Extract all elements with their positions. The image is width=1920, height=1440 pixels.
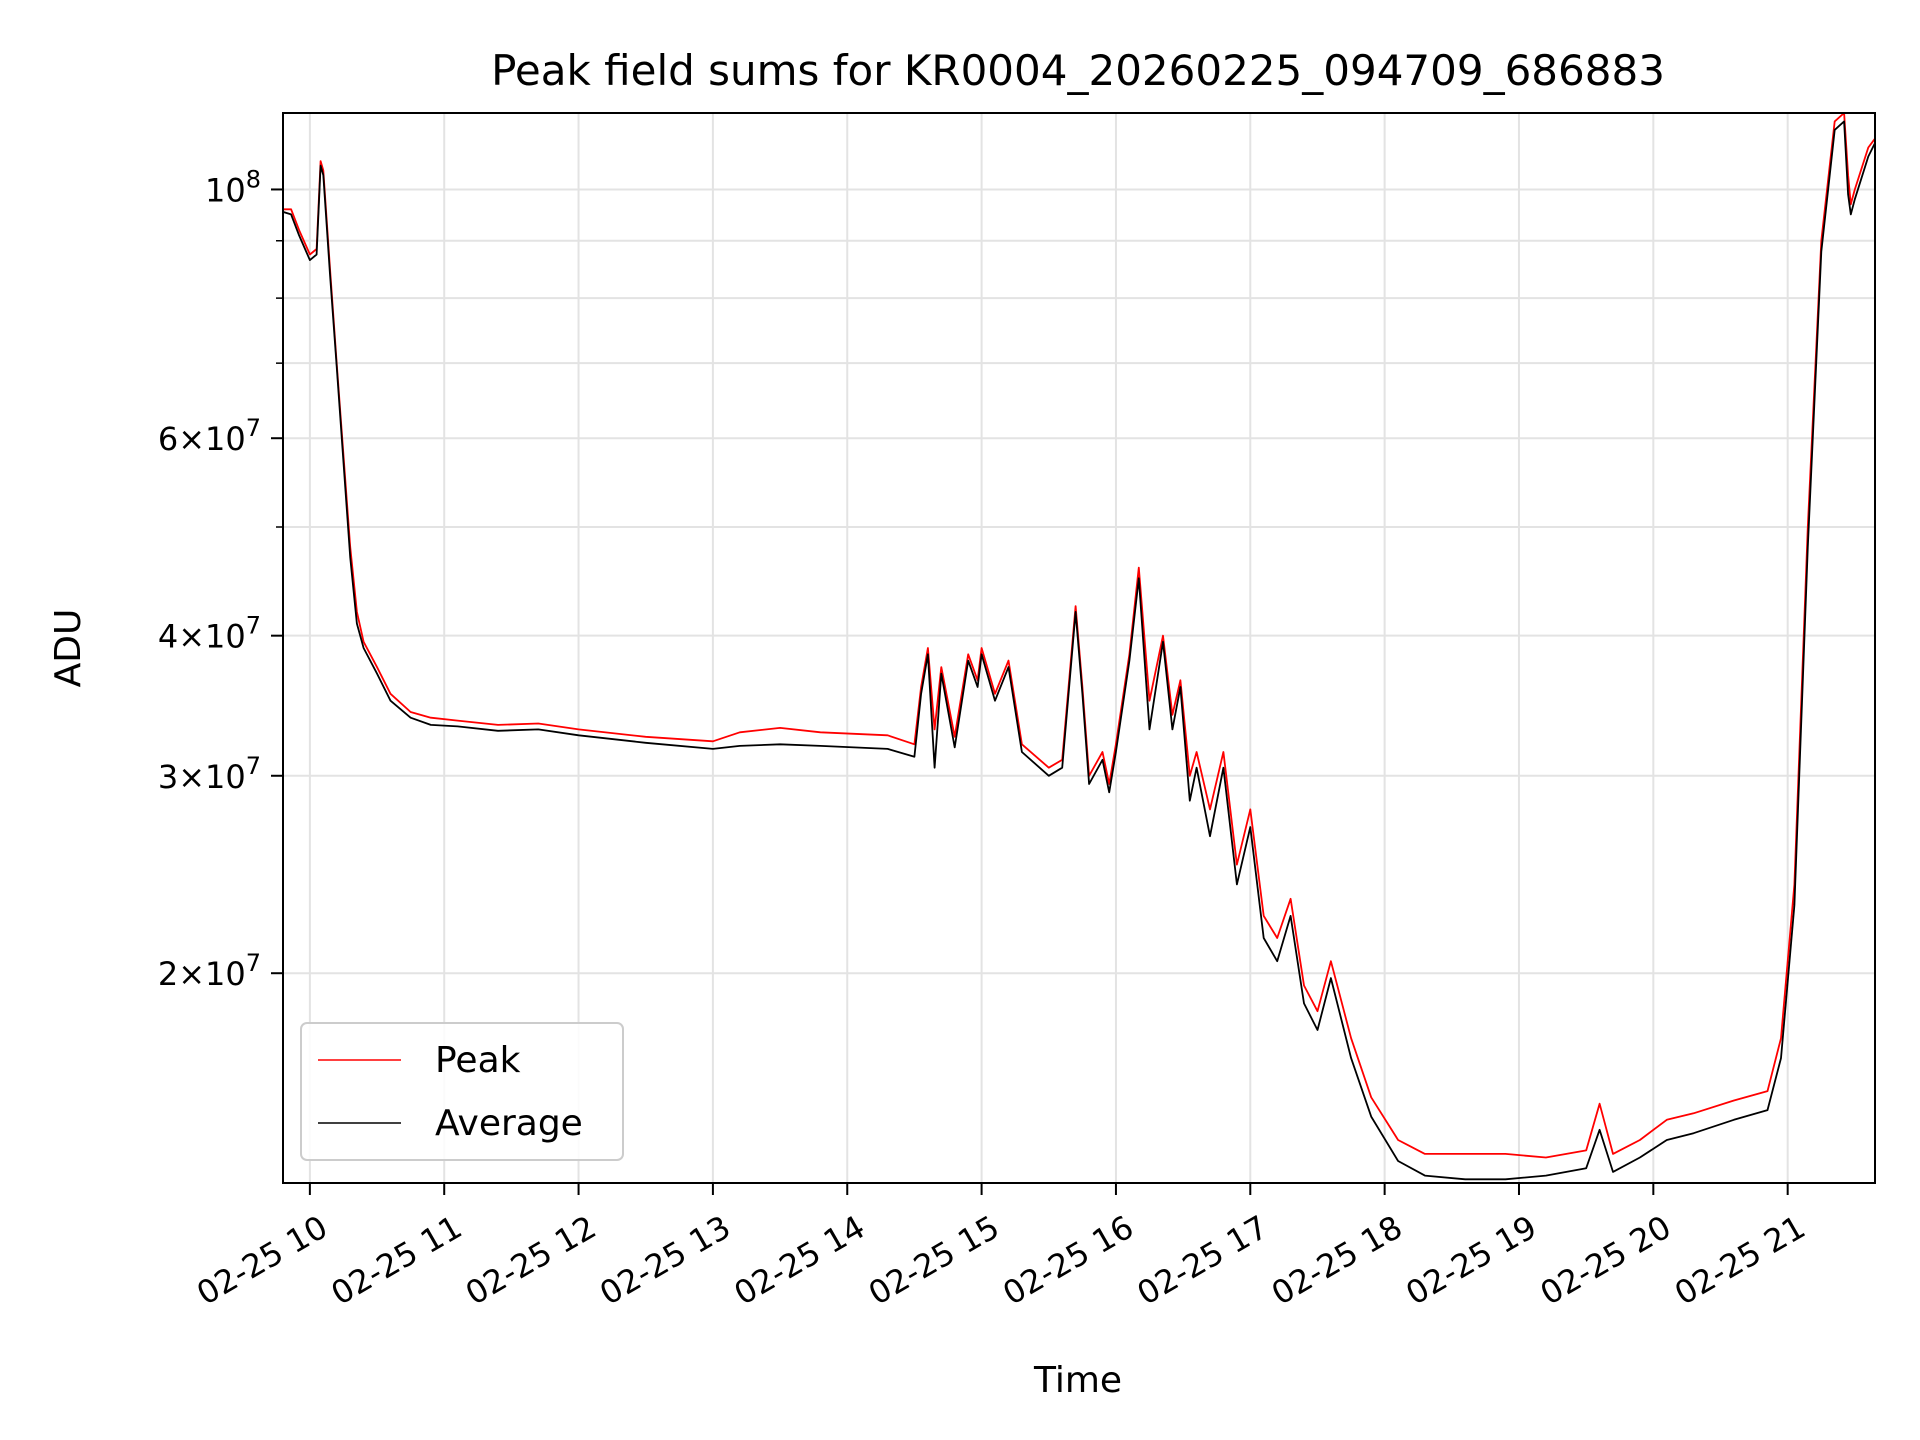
x-axis-label: Time xyxy=(1033,1360,1122,1401)
chart-title: Peak field sums for KR0004_20260225_0947… xyxy=(491,46,1665,95)
y-tick-label: 2×107 xyxy=(158,949,261,993)
legend: Peak Average xyxy=(300,1022,624,1161)
series-line-average xyxy=(283,120,1875,1181)
series-layer xyxy=(283,113,1875,1181)
plot-frame xyxy=(282,112,1876,1184)
axis-ticks xyxy=(271,188,1789,1195)
y-tick-label: 4×107 xyxy=(158,612,261,656)
y-axis-label: ADU xyxy=(48,609,89,688)
y-tick-label: 108 xyxy=(205,165,261,209)
legend-label-average: Average xyxy=(435,1103,583,1144)
y-tick-labels: 108 6×107 4×107 3×107 2×107 xyxy=(158,165,261,993)
y-tick-label: 6×107 xyxy=(158,414,261,458)
series-line-peak xyxy=(283,113,1875,1159)
grid xyxy=(283,113,1875,1183)
legend-label-peak: Peak xyxy=(435,1040,521,1081)
legend-box xyxy=(300,1022,624,1161)
y-tick-label: 3×107 xyxy=(158,752,261,796)
